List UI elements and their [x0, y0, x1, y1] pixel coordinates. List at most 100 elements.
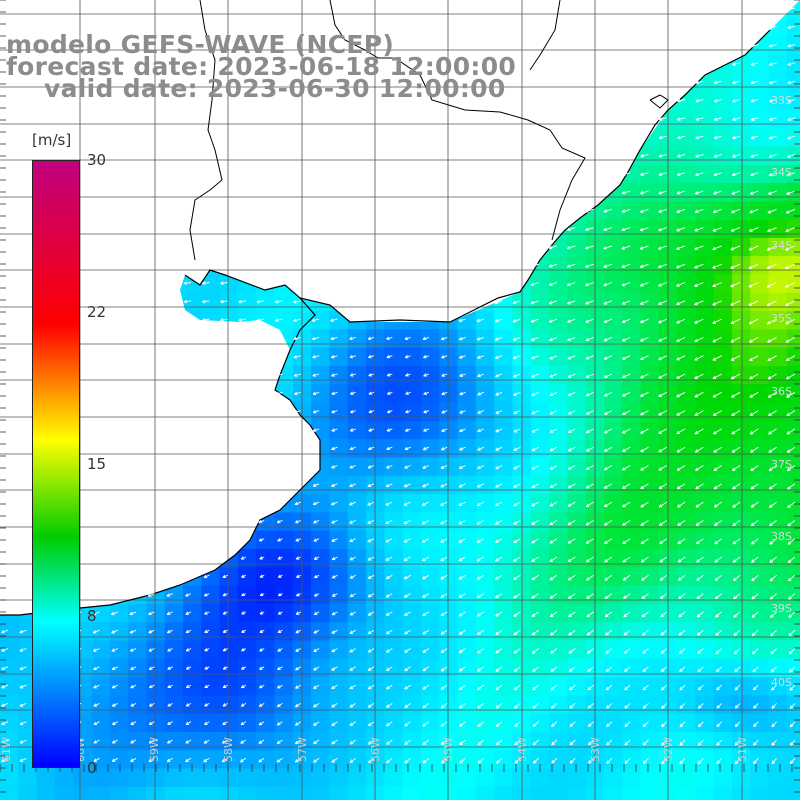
wind-arrow	[748, 263, 759, 269]
speed-cell	[256, 603, 276, 623]
speed-cell	[256, 713, 276, 733]
speed-cell	[384, 768, 404, 788]
speed-cell	[475, 439, 495, 459]
speed-cell	[732, 347, 751, 367]
speed-cell	[768, 146, 788, 166]
speed-cell	[603, 366, 623, 385]
speed-cell	[219, 274, 239, 294]
wind-arrow	[785, 318, 796, 325]
speed-cell	[439, 677, 459, 696]
speed-cell	[640, 237, 660, 257]
speed-cell	[384, 786, 404, 800]
wind-arrow	[622, 574, 631, 581]
speed-cell	[366, 732, 385, 751]
wind-arrow	[767, 208, 777, 214]
speed-cell	[622, 622, 642, 642]
speed-cell	[311, 585, 330, 605]
speed-cell	[695, 695, 715, 715]
wind-arrow	[639, 263, 649, 269]
wind-arrow	[531, 465, 539, 470]
speed-cell	[567, 384, 587, 404]
wind-arrow	[712, 208, 722, 214]
speed-cell	[732, 128, 751, 147]
wind-arrow	[766, 300, 777, 306]
wind-arrow	[386, 428, 393, 432]
wind-arrow	[548, 245, 558, 250]
wind-arrow	[513, 428, 521, 433]
speed-cell	[622, 347, 642, 367]
wind-arrow	[732, 556, 741, 563]
speed-cell	[439, 658, 459, 678]
speed-cell	[640, 384, 660, 404]
speed-cell	[219, 658, 239, 678]
speed-cell	[36, 786, 56, 800]
wind-arrow	[658, 355, 667, 361]
speed-cell	[732, 420, 751, 440]
wind-arrow	[566, 282, 576, 287]
speed-cell	[695, 201, 715, 221]
speed-cell	[750, 201, 770, 221]
speed-cell	[603, 658, 623, 678]
wind-arrow	[275, 391, 283, 396]
wind-arrow	[531, 373, 539, 378]
speed-cell	[329, 622, 349, 642]
speed-cell	[750, 750, 770, 770]
wind-arrow	[385, 574, 393, 580]
speed-cell	[640, 585, 660, 605]
wind-arrow	[730, 282, 741, 288]
speed-cell	[603, 384, 623, 404]
wind-arrow	[585, 318, 594, 323]
wind-arrow	[367, 538, 375, 543]
colorbar-tick-0: 0	[87, 759, 97, 777]
speed-cell	[183, 658, 202, 678]
wind-arrow	[585, 227, 594, 232]
speed-cell	[768, 402, 788, 422]
wind-arrow	[277, 592, 283, 597]
speed-cell	[366, 494, 385, 513]
speed-cell	[311, 713, 330, 733]
speed-cell	[768, 457, 788, 477]
speed-cell	[695, 384, 715, 404]
lon-label: 58W	[222, 737, 235, 762]
wind-arrow	[495, 446, 503, 451]
wind-arrow	[694, 208, 704, 214]
wind-arrow	[603, 318, 613, 323]
wind-arrow	[423, 354, 430, 359]
wind-arrow	[694, 300, 704, 306]
wind-arrow	[440, 538, 448, 543]
wind-arrow	[603, 373, 613, 379]
speed-cell	[439, 530, 459, 550]
speed-cell	[384, 622, 404, 642]
speed-cell	[750, 732, 770, 751]
wind-arrow	[222, 574, 228, 578]
wind-arrow	[441, 428, 448, 432]
wind-arrow	[713, 172, 722, 177]
colorbar-tick-8: 8	[87, 607, 97, 625]
speed-cell	[402, 567, 422, 587]
wind-arrow	[603, 263, 613, 268]
speed-cell	[750, 457, 770, 477]
speed-cell	[0, 658, 19, 678]
wind-arrow	[658, 520, 668, 526]
speed-cell	[201, 786, 221, 800]
wind-arrow	[768, 465, 777, 472]
wind-arrow	[676, 336, 686, 342]
wind-arrow	[640, 355, 649, 360]
speed-cell	[439, 494, 459, 513]
speed-cell	[164, 786, 184, 800]
speed-cell	[347, 603, 367, 623]
speed-cell	[402, 384, 422, 404]
wind-arrow	[495, 373, 503, 378]
lat-label: 38S	[771, 530, 792, 543]
speed-cell	[640, 768, 660, 788]
speed-cell	[219, 677, 239, 696]
wind-arrow	[676, 153, 686, 158]
wind-arrow	[585, 538, 594, 544]
speed-cell	[750, 439, 770, 459]
speed-cell	[603, 311, 623, 330]
wind-arrow	[549, 391, 558, 397]
wind-arrow	[658, 190, 667, 195]
speed-cell	[329, 640, 349, 660]
speed-cell	[366, 622, 385, 642]
speed-cell	[457, 640, 477, 660]
